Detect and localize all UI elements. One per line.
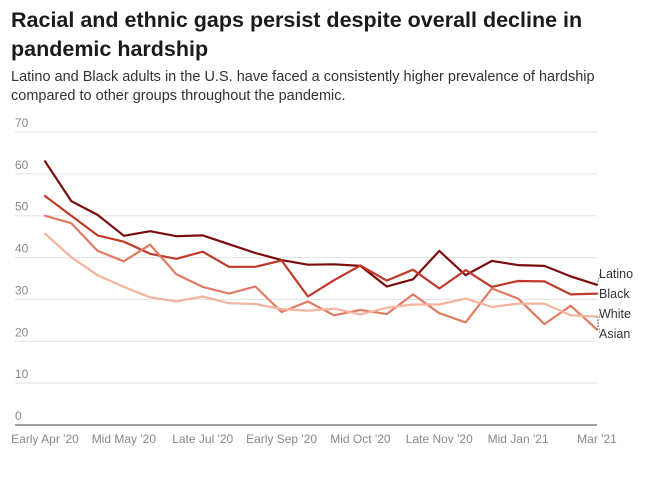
y-tick-label: 70: [15, 116, 29, 130]
y-tick-label: 0: [15, 409, 22, 423]
x-tick-label: Mid Jan '21: [488, 432, 549, 446]
series-line-white: [43, 214, 599, 331]
series-line-latino: [43, 160, 599, 288]
x-tick-label: Mar '21: [577, 432, 617, 446]
x-tick-label: Mid Oct '20: [330, 432, 391, 446]
series-line-black: [43, 194, 599, 298]
y-tick-label: 50: [15, 200, 29, 214]
series-label-asian: Asian: [599, 327, 630, 341]
y-tick-label: 60: [15, 158, 29, 172]
y-tick-label: 20: [15, 325, 29, 339]
series-leader-white: [596, 313, 601, 330]
series-line-asian: [43, 232, 599, 318]
y-tick-label: 10: [15, 367, 29, 381]
x-tick-label: Late Jul '20: [172, 432, 233, 446]
series-label-latino: Latino: [599, 267, 633, 281]
series-leader-latino: [596, 273, 601, 285]
y-tick-label: 40: [15, 242, 29, 256]
series-label-black: Black: [599, 287, 630, 301]
chart-subtitle: Latino and Black adults in the U.S. have…: [11, 69, 595, 104]
x-tick-label: Early Apr '20: [11, 432, 79, 446]
x-tick-label: Early Sep '20: [246, 432, 317, 446]
series-label-white: White: [599, 307, 631, 321]
y-tick-label: 30: [15, 283, 29, 297]
x-tick-label: Late Nov '20: [406, 432, 473, 446]
chart-title: Racial and ethnic gaps persist despite o…: [11, 8, 583, 61]
x-tick-label: Mid May '20: [92, 432, 157, 446]
